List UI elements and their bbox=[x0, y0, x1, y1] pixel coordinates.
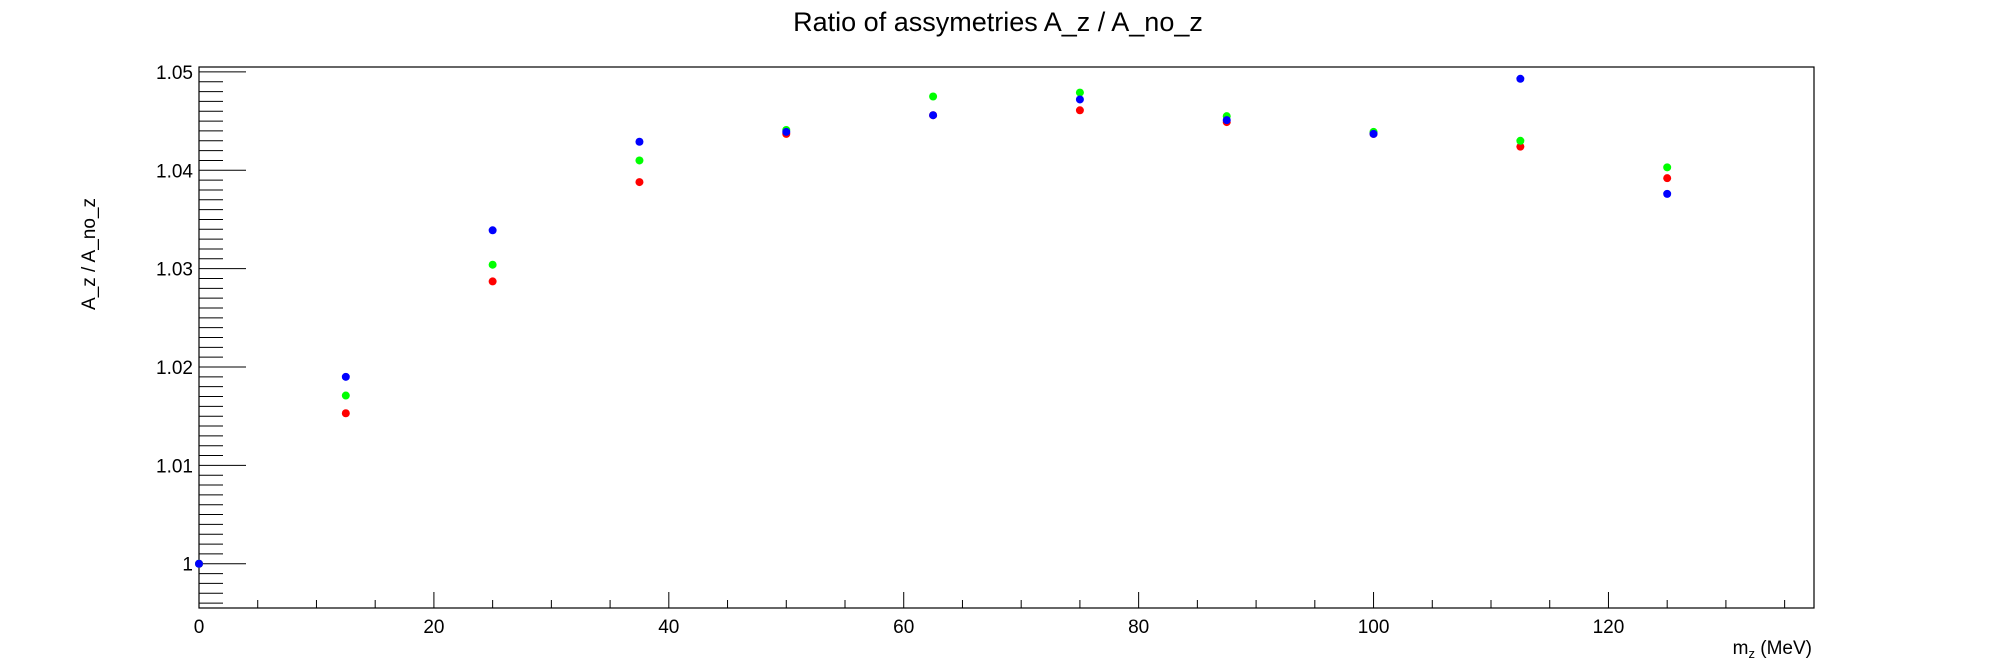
x-axis-ticks bbox=[198, 592, 1786, 608]
y-axis-tick-labels: 1 1.01 1.02 1.03 1.04 1.05 bbox=[156, 63, 193, 576]
y-axis-label: A_z / A_no_z bbox=[79, 198, 100, 310]
data-point bbox=[929, 92, 938, 101]
x-tick-label: 100 bbox=[1358, 617, 1390, 638]
y-tick-label: 1.01 bbox=[156, 456, 193, 477]
x-axis-label-unit: (MeV) bbox=[1755, 638, 1812, 659]
data-point bbox=[782, 127, 791, 136]
x-axis-label: mz (MeV) bbox=[1733, 638, 1812, 661]
x-tick-label: 40 bbox=[658, 617, 679, 638]
data-point bbox=[1516, 136, 1525, 145]
plot-frame bbox=[198, 66, 1815, 609]
series-1 bbox=[195, 106, 1672, 568]
data-point bbox=[1663, 163, 1672, 172]
data-point bbox=[341, 372, 350, 381]
data-point bbox=[1516, 74, 1525, 83]
data-point bbox=[635, 156, 644, 165]
data-point bbox=[488, 226, 497, 235]
data-point bbox=[488, 277, 497, 286]
data-point bbox=[341, 391, 350, 400]
data-point bbox=[1075, 95, 1084, 104]
data-point bbox=[341, 409, 350, 418]
x-axis-label-main: m bbox=[1733, 638, 1749, 659]
y-axis-ticks bbox=[199, 71, 246, 604]
x-tick-label: 120 bbox=[1593, 617, 1625, 638]
data-point bbox=[195, 559, 203, 568]
data-point bbox=[1663, 189, 1672, 198]
series-2 bbox=[195, 88, 1672, 568]
x-axis-label-subscript: z bbox=[1749, 646, 1756, 661]
data-point bbox=[1075, 106, 1084, 115]
y-tick-label: 1.04 bbox=[156, 161, 193, 182]
series-3 bbox=[195, 74, 1672, 568]
x-tick-label: 0 bbox=[194, 617, 205, 638]
chart-title: Ratio of assymetries A_z / A_no_z bbox=[793, 7, 1203, 37]
y-tick-label: 1.03 bbox=[156, 260, 193, 281]
x-tick-label: 20 bbox=[423, 617, 444, 638]
x-tick-label: 60 bbox=[893, 617, 914, 638]
data-point bbox=[1516, 142, 1525, 151]
data-points bbox=[195, 74, 1672, 568]
data-point bbox=[1663, 174, 1672, 183]
data-point bbox=[1222, 116, 1231, 125]
data-point bbox=[929, 111, 938, 120]
data-point bbox=[488, 260, 497, 269]
x-tick-label: 80 bbox=[1128, 617, 1149, 638]
data-point bbox=[635, 178, 644, 187]
y-tick-label: 1 bbox=[182, 555, 193, 576]
data-point bbox=[1075, 88, 1084, 97]
y-tick-label: 1.05 bbox=[156, 63, 193, 84]
x-axis-tick-labels: 0 20 40 60 80 100 120 bbox=[194, 617, 1625, 638]
data-point bbox=[635, 137, 644, 146]
data-point bbox=[1369, 129, 1378, 138]
y-tick-label: 1.02 bbox=[156, 358, 193, 379]
